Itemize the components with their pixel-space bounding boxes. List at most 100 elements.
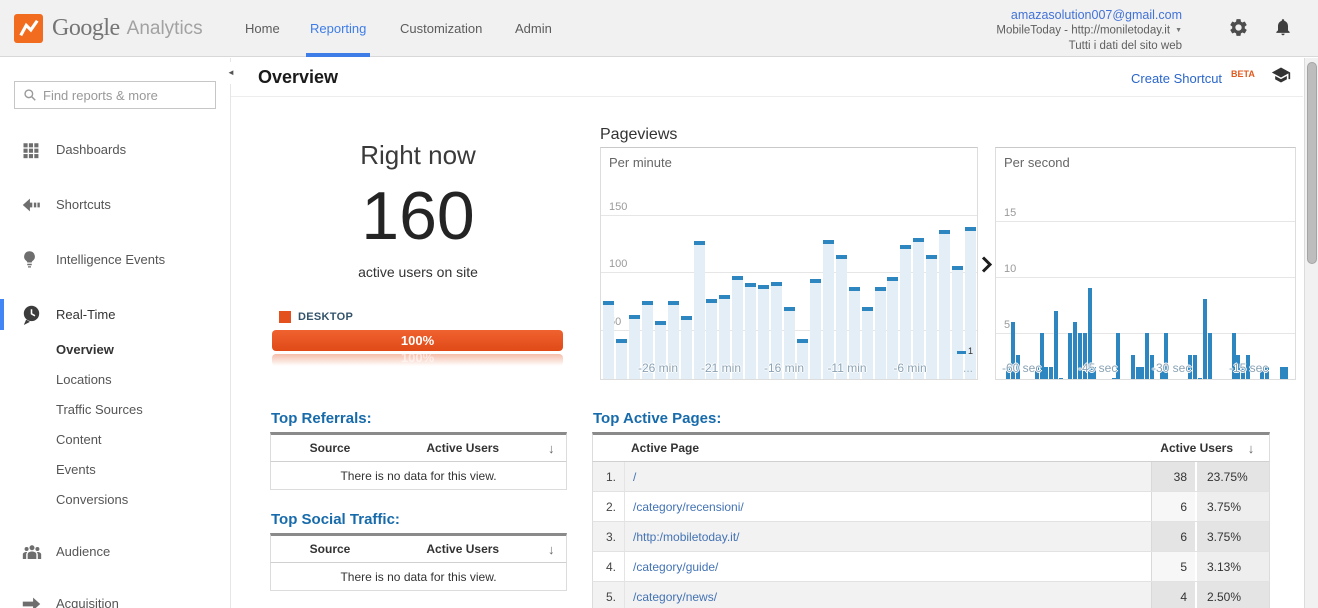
sort-descending-icon[interactable]: ↓ bbox=[1247, 440, 1255, 456]
bar-cap bbox=[732, 275, 744, 280]
sidebar-subitem-locations[interactable]: Locations bbox=[56, 372, 112, 387]
nav-tab-home[interactable]: Home bbox=[245, 21, 280, 36]
row-active-users: 38 bbox=[1151, 462, 1195, 491]
bar bbox=[706, 298, 718, 379]
sidebar-item-intelligence-events[interactable]: Intelligence Events bbox=[0, 246, 230, 273]
sidebar-item-shortcuts[interactable]: Shortcuts bbox=[0, 191, 230, 218]
account-info: amazasolution007@gmail.com MobileToday -… bbox=[996, 7, 1182, 54]
per-second-plot: 5 10 15 -60 sec -45 sec -30 sec -15 sec bbox=[996, 148, 1295, 379]
account-property-label: MobileToday - http://moniletoday.it bbox=[996, 24, 1171, 37]
vertical-scrollbar-track[interactable] bbox=[1304, 58, 1318, 608]
active-users-subtitle: active users on site bbox=[358, 264, 478, 280]
google-analytics-logo[interactable]: Google Analytics bbox=[14, 0, 203, 57]
active-page-link[interactable]: /category/recensioni/ bbox=[633, 500, 744, 514]
sidebar-subitem-overview[interactable]: Overview bbox=[56, 342, 114, 357]
bar-cap bbox=[758, 285, 770, 290]
bar-cap bbox=[667, 301, 679, 306]
bar bbox=[1231, 333, 1236, 379]
active-page-link[interactable]: /http:/mobiletoday.it/ bbox=[633, 530, 740, 544]
account-property-selector[interactable]: MobileToday - http://moniletoday.it ▼ bbox=[996, 23, 1182, 39]
nav-tab-customization[interactable]: Customization bbox=[400, 21, 483, 36]
top-social-header: Source Active Users ↓ bbox=[270, 533, 567, 563]
sort-descending-icon[interactable]: ↓ bbox=[548, 541, 555, 557]
sidebar-subitem-content[interactable]: Content bbox=[56, 432, 102, 447]
bar bbox=[1006, 366, 1010, 379]
bar bbox=[1130, 355, 1135, 379]
brand-name: Google bbox=[52, 15, 120, 41]
bar bbox=[732, 275, 744, 379]
x-axis-tick-label: -16 min bbox=[763, 361, 805, 375]
report-search-box bbox=[14, 81, 219, 109]
sidebar-subitem-traffic-sources[interactable]: Traffic Sources bbox=[56, 402, 143, 417]
beta-badge: BETA bbox=[1231, 69, 1255, 79]
per-minute-plot: 50 100 150 -26 min -21 min -16 min -11 min -6 m… bbox=[601, 148, 977, 379]
sidebar-item-audience[interactable]: Audience bbox=[0, 538, 230, 565]
table-row: 4. /category/guide/5 3.13% bbox=[592, 552, 1270, 582]
row-percent: 23.75% bbox=[1195, 462, 1269, 491]
bar-cap bbox=[874, 287, 886, 292]
bar bbox=[680, 315, 692, 379]
active-page-link[interactable]: / bbox=[633, 470, 637, 484]
per-second-label: Per second bbox=[1004, 155, 1070, 170]
x-axis-overflow-label: ... bbox=[963, 361, 974, 375]
x-axis-tick-label: -30 sec bbox=[1152, 361, 1192, 375]
top-active-pages-section: Top Active Pages: Active Page Active Use… bbox=[592, 410, 1270, 608]
table-row: 1. / 38 23.75% bbox=[592, 462, 1270, 492]
last-point-label: 1 bbox=[968, 346, 974, 356]
settings-gear-icon[interactable] bbox=[1228, 17, 1249, 38]
bar bbox=[719, 295, 731, 379]
row-rank: 5. bbox=[593, 582, 625, 608]
bar-cap bbox=[952, 265, 964, 270]
column-active-users: Active Users bbox=[1160, 441, 1233, 455]
bar bbox=[1236, 355, 1241, 379]
nav-tab-reporting[interactable]: Reporting bbox=[305, 0, 371, 57]
column-source: Source bbox=[309, 441, 351, 455]
bar-cap bbox=[745, 282, 757, 287]
bar-cap bbox=[926, 255, 938, 260]
bar bbox=[1049, 366, 1054, 379]
bar bbox=[603, 301, 614, 379]
sidebar-collapse-handle[interactable]: ◄ bbox=[224, 62, 238, 84]
nav-tab-admin[interactable]: Admin bbox=[515, 21, 552, 36]
bar-cap bbox=[835, 255, 847, 260]
sort-descending-icon[interactable]: ↓ bbox=[548, 440, 555, 456]
bar-cap bbox=[654, 320, 666, 325]
title-divider bbox=[231, 96, 1303, 97]
bar bbox=[745, 282, 757, 379]
notifications-bell-icon[interactable] bbox=[1273, 16, 1293, 38]
graduation-cap-icon[interactable] bbox=[1269, 65, 1293, 90]
active-page-link[interactable]: /category/news/ bbox=[633, 590, 718, 604]
sidebar-subitem-events[interactable]: Events bbox=[56, 462, 96, 477]
row-percent: 3.75% bbox=[1195, 492, 1269, 521]
sidebar-item-real-time[interactable]: Real-Time bbox=[0, 299, 230, 330]
x-axis-tick-label: -45 sec bbox=[1078, 361, 1118, 375]
vertical-scrollbar-thumb[interactable] bbox=[1307, 62, 1317, 264]
per-minute-label: Per minute bbox=[609, 155, 672, 170]
chart-next-arrow[interactable] bbox=[981, 256, 993, 278]
bar bbox=[1265, 366, 1270, 379]
brand-product: Analytics bbox=[126, 17, 203, 39]
sidebar-item-acquisition[interactable]: Acquisition bbox=[0, 590, 230, 608]
active-page-link[interactable]: /category/guide/ bbox=[633, 560, 719, 574]
bar bbox=[758, 285, 770, 379]
desktop-percent-bar: 100% bbox=[272, 330, 563, 351]
search-input[interactable] bbox=[43, 87, 219, 103]
active-indicator bbox=[0, 299, 4, 330]
gridline bbox=[601, 215, 977, 217]
sidebar-subitem-conversions[interactable]: Conversions bbox=[56, 492, 129, 507]
top-referrals-section: Top Referrals: Source Active Users ↓ The… bbox=[270, 410, 567, 490]
bar bbox=[1150, 355, 1154, 379]
create-shortcut-link[interactable]: Create Shortcut bbox=[1131, 71, 1223, 86]
account-email[interactable]: amazasolution007@gmail.com bbox=[1010, 8, 1182, 22]
bar bbox=[693, 241, 705, 379]
sidebar-item-dashboards[interactable]: Dashboards bbox=[0, 136, 230, 163]
row-active-page: /category/guide/ bbox=[625, 552, 1151, 581]
column-source: Source bbox=[309, 542, 351, 556]
device-legend: DESKTOP bbox=[279, 311, 353, 323]
row-active-page: /http:/mobiletoday.it/ bbox=[625, 522, 1151, 551]
sidebar-item-label: Real-Time bbox=[56, 307, 116, 322]
bar bbox=[1068, 333, 1073, 379]
bar bbox=[1145, 333, 1150, 379]
bar-cap bbox=[628, 314, 640, 319]
bar-cap bbox=[603, 301, 614, 306]
